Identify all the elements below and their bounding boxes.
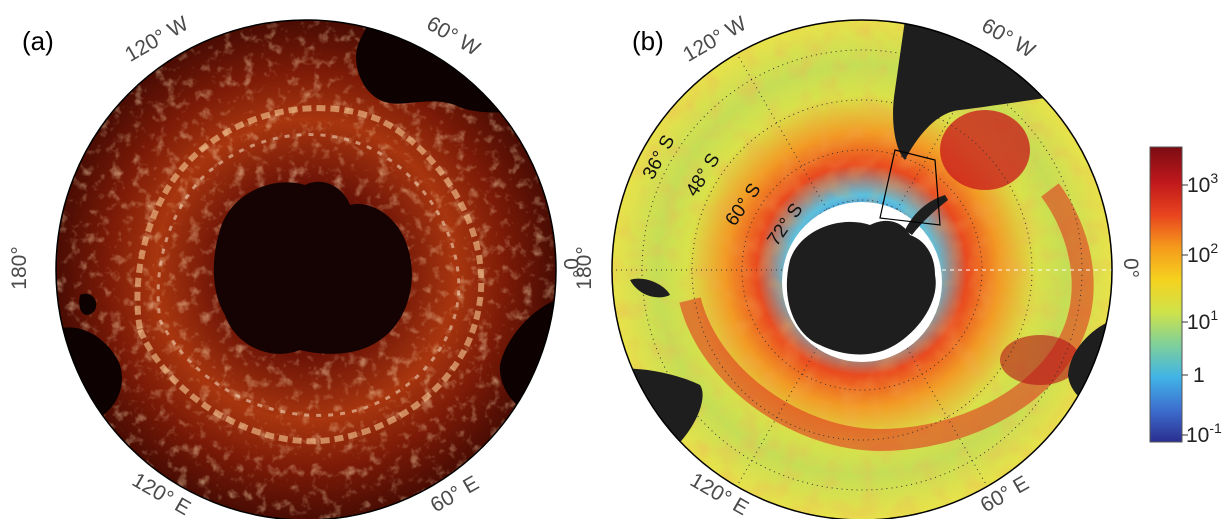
circumpolar-current-band [134,105,485,445]
panel-a-frame [55,19,557,519]
svg-text:10-1: 10-1 [1186,420,1222,447]
confluence-hotspot [940,110,1030,190]
panel-a-map [56,20,556,519]
colorbar: 103 102 101 1 10-1 [1149,146,1222,447]
antarctica [786,220,936,355]
lon-label-180: 180° [573,246,596,289]
svg-text:102: 102 [1187,240,1218,267]
lon-label-180: 180° [8,246,31,289]
panel-b-label: (b) [632,26,664,56]
panel-b: (b) 120° W 60° W 180° 0° 120° E 60° E 36… [573,12,1142,519]
australia [612,368,703,470]
colorbar-tick-1: 1 [1182,364,1205,387]
antarctic-peninsula [905,195,948,235]
agulhas-hotspot [1000,335,1080,385]
colorbar-tick-1e2: 102 [1182,240,1218,267]
svg-text:103: 103 [1187,170,1218,197]
lon-label-0: 0° [1119,258,1142,278]
panel-b-map [612,20,1112,519]
colorbar-gradient [1149,146,1183,443]
panel-b-frame [611,19,1113,519]
svg-text:1: 1 [1193,364,1205,387]
colorbar-tick-1e-1: 10-1 [1182,420,1222,447]
lon-label-0: 0° [559,258,582,278]
colorbar-tick-1e1: 101 [1182,307,1218,334]
new-zealand [79,293,97,315]
antarctica [213,181,412,354]
svg-text:101: 101 [1187,307,1218,334]
circumpolar-current-band-inner [156,133,461,417]
panel-a-label: (a) [22,26,54,56]
panel-a: (a) 120° W 60° W 180° 0° 120° E 60° E [8,12,582,519]
drake-passage-box [879,149,941,226]
colorbar-tick-1e3: 103 [1182,170,1218,197]
new-zealand [630,278,670,298]
